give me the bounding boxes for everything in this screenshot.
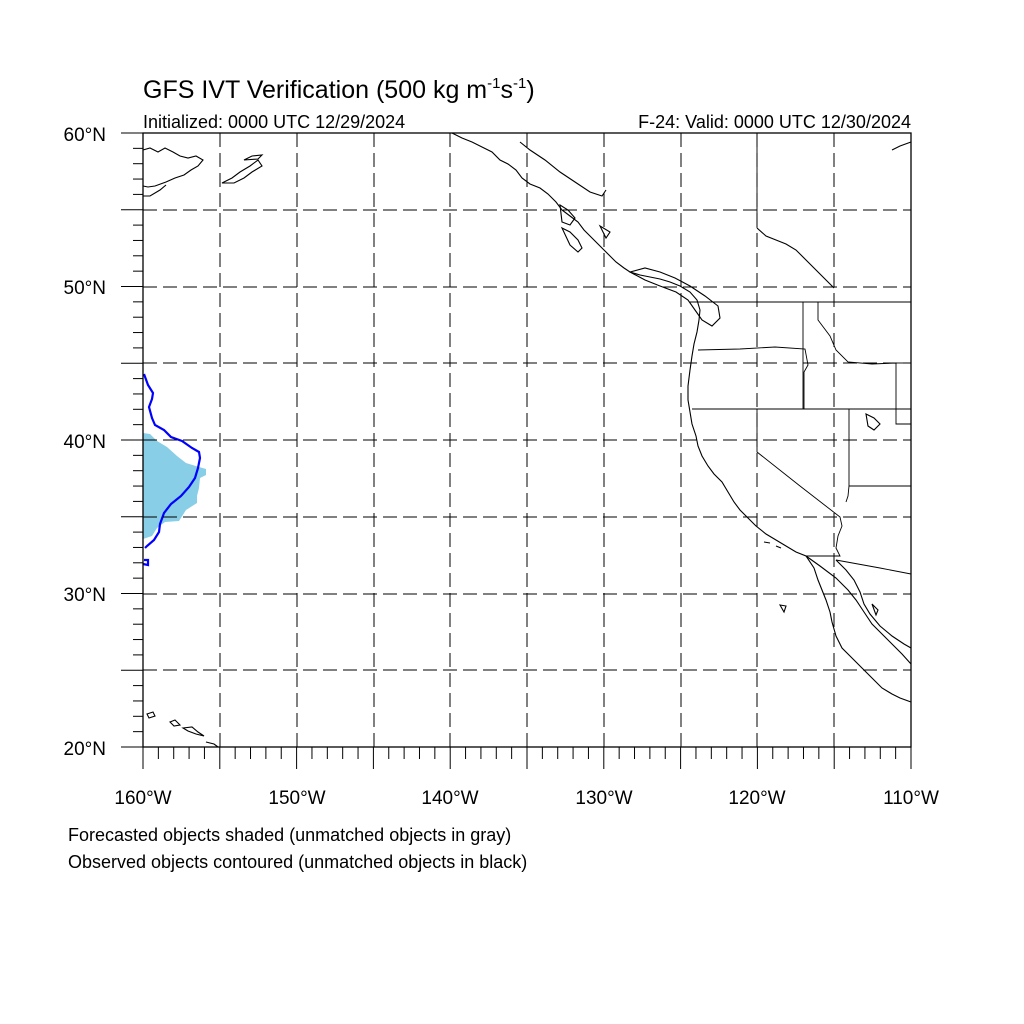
- lat-label-60: 60°N: [64, 125, 106, 146]
- chart-title: GFS IVT Verification (500 kg m-1s-1): [143, 75, 535, 104]
- footer-note-observed: Observed objects contoured (unmatched ob…: [68, 852, 528, 872]
- observed-contour: [142, 373, 202, 567]
- lat-labels: 20°N 30°N 40°N 50°N 60°N: [64, 125, 106, 760]
- lat-label-30: 30°N: [64, 585, 106, 606]
- lon-label-140w: 140°W: [421, 788, 478, 809]
- graticule: [143, 133, 911, 747]
- lon-label-110w: 110°W: [883, 788, 939, 809]
- lon-labels: 160°W 150°W 140°W 130°W 120°W 110°W: [114, 788, 939, 809]
- political-borders: [690, 133, 912, 575]
- lon-label-130w: 130°W: [575, 788, 632, 809]
- valid-time-label: F-24: Valid: 0000 UTC 12/30/2024: [638, 112, 911, 132]
- lon-label-120w: 120°W: [728, 788, 785, 809]
- lat-label-50: 50°N: [64, 278, 106, 299]
- lon-label-160w: 160°W: [114, 788, 171, 809]
- lat-label-40: 40°N: [64, 432, 106, 453]
- lon-label-150w: 150°W: [268, 788, 325, 809]
- coastlines: [142, 132, 912, 748]
- axis-ticks: [121, 132, 912, 769]
- lat-label-20: 20°N: [64, 739, 106, 760]
- forecast-object: [143, 433, 206, 539]
- init-time-label: Initialized: 0000 UTC 12/29/2024: [143, 112, 405, 132]
- footer-note-forecast: Forecasted objects shaded (unmatched obj…: [68, 825, 512, 845]
